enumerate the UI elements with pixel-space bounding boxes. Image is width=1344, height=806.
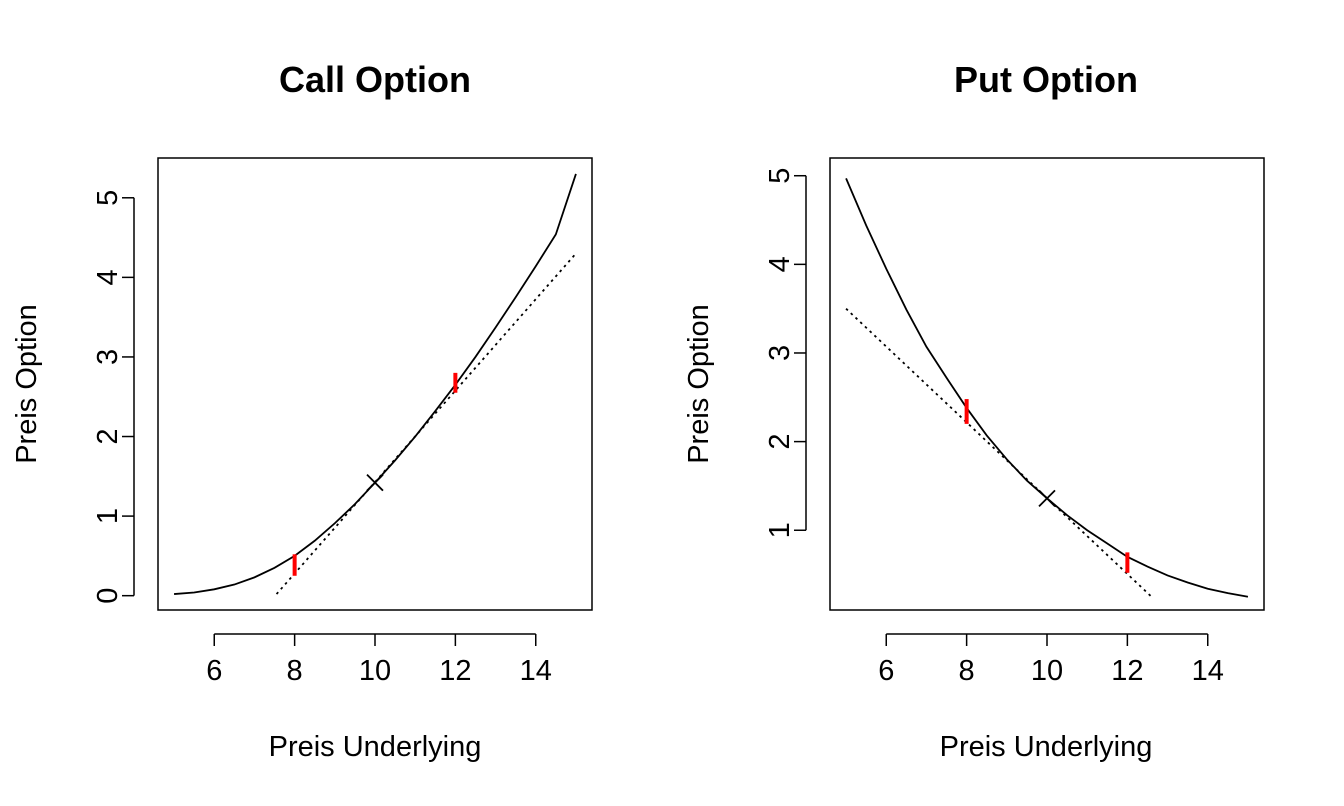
call-y-axis: 0 1 2 3 4 5 — [92, 190, 135, 604]
put-y-tick-label: 1 — [764, 522, 796, 538]
put-plot-frame — [829, 157, 1265, 611]
put-chart-title: Put Option — [954, 59, 1138, 100]
call-x-axis-label: Preis Underlying — [269, 731, 482, 763]
call-plot-frame — [157, 157, 593, 611]
call-y-tick-label: 1 — [92, 508, 124, 524]
call-y-tick-label: 4 — [92, 269, 124, 285]
put-y-tick-label: 5 — [764, 168, 796, 184]
call-y-tick-label: 5 — [92, 190, 124, 206]
put-cross-marker — [1038, 489, 1056, 507]
put-x-axis: 6 8 10 12 14 — [878, 633, 1224, 687]
put-x-tick-label: 8 — [959, 655, 975, 687]
put-x-tick-label: 12 — [1111, 655, 1143, 687]
put-tangent-line — [845, 308, 1153, 598]
put-price-curve — [845, 178, 1249, 598]
put-x-tick-label: 10 — [1031, 655, 1063, 687]
call-x-tick-label: 8 — [287, 655, 303, 687]
call-price-curve — [173, 173, 577, 595]
call-y-axis-label: Preis Option — [11, 304, 43, 464]
call-chart-title: Call Option — [279, 59, 471, 100]
call-x-axis: 6 8 10 12 14 — [206, 633, 552, 687]
call-y-tick-label: 3 — [92, 349, 124, 365]
put-y-tick-label: 3 — [764, 345, 796, 361]
put-y-tick-label: 4 — [764, 256, 796, 272]
put-y-axis: 1 2 3 4 5 — [764, 168, 807, 538]
put-y-axis-label: Preis Option — [683, 304, 715, 464]
put-plot-area — [845, 178, 1249, 598]
put-x-tick-label: 6 — [878, 655, 894, 687]
put-x-tick-label: 14 — [1192, 655, 1224, 687]
put-y-tick-label: 2 — [764, 434, 796, 450]
call-y-tick-label: 0 — [92, 588, 124, 604]
put-x-axis-label: Preis Underlying — [940, 731, 1153, 763]
call-x-tick-label: 12 — [439, 655, 471, 687]
call-plot-area — [173, 173, 577, 595]
call-y-tick-label: 2 — [92, 428, 124, 444]
call-x-tick-label: 6 — [206, 655, 222, 687]
call-cross-marker — [366, 474, 384, 492]
call-x-tick-label: 14 — [520, 655, 552, 687]
call-tangent-line — [275, 252, 577, 595]
call-x-tick-label: 10 — [359, 655, 391, 687]
